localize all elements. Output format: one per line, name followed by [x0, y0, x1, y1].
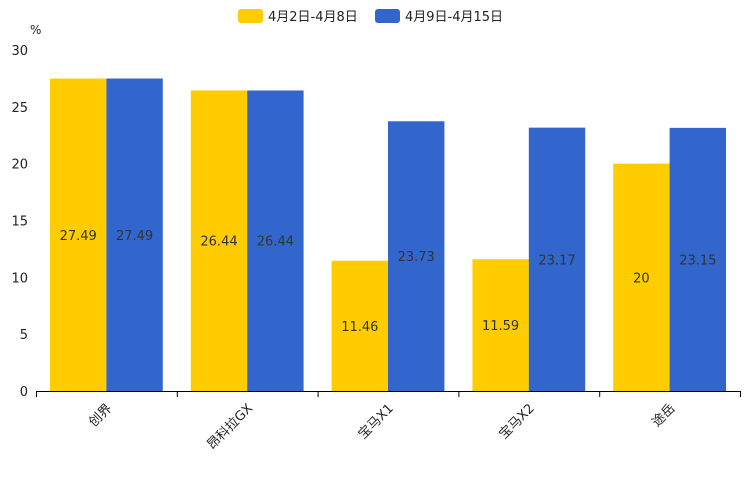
- y-tick-label: 10: [11, 271, 28, 286]
- y-tick-label: 20: [11, 158, 28, 173]
- legend-swatch-2: [375, 9, 400, 23]
- bar-2: [528, 127, 586, 391]
- bar-1: [50, 78, 107, 391]
- data-label: 11.59: [482, 319, 519, 334]
- y-tick-label: 5: [20, 328, 28, 343]
- x-tick-label: 宝马X1: [356, 401, 397, 442]
- legend-label-2: 4月9日-4月15日: [405, 10, 503, 25]
- x-tick-label: 创界: [86, 401, 115, 430]
- bar-2: [106, 78, 163, 391]
- data-label: 23.15: [679, 253, 716, 268]
- bar-2: [669, 127, 726, 391]
- data-label: 11.46: [341, 320, 378, 335]
- y-axis-unit: %: [30, 23, 41, 37]
- data-label: 23.17: [538, 253, 575, 268]
- y-tick-label: 0: [20, 385, 28, 400]
- bar-2: [247, 90, 304, 391]
- y-tick-label: 30: [11, 44, 28, 59]
- bar-1: [472, 259, 529, 391]
- legend-label-1: 4月2日-4月8日: [268, 10, 358, 25]
- bar-2: [388, 121, 445, 392]
- y-tick-label: 15: [11, 215, 28, 230]
- data-label: 27.49: [60, 229, 97, 244]
- x-tick-label: 途岳: [649, 401, 679, 431]
- x-tick-label: 昂科拉GX: [204, 401, 256, 453]
- legend-swatch-1: [238, 9, 263, 23]
- data-label: 27.49: [116, 229, 153, 244]
- x-tick-label: 宝马X2: [496, 401, 537, 442]
- bar-1: [190, 90, 248, 391]
- data-label: 20: [633, 271, 650, 286]
- data-label: 26.44: [200, 235, 237, 250]
- bar-1: [613, 163, 670, 391]
- y-tick-label: 25: [11, 101, 28, 116]
- data-label: 26.44: [257, 235, 294, 250]
- bar-1: [331, 260, 388, 391]
- data-label: 23.73: [398, 250, 435, 265]
